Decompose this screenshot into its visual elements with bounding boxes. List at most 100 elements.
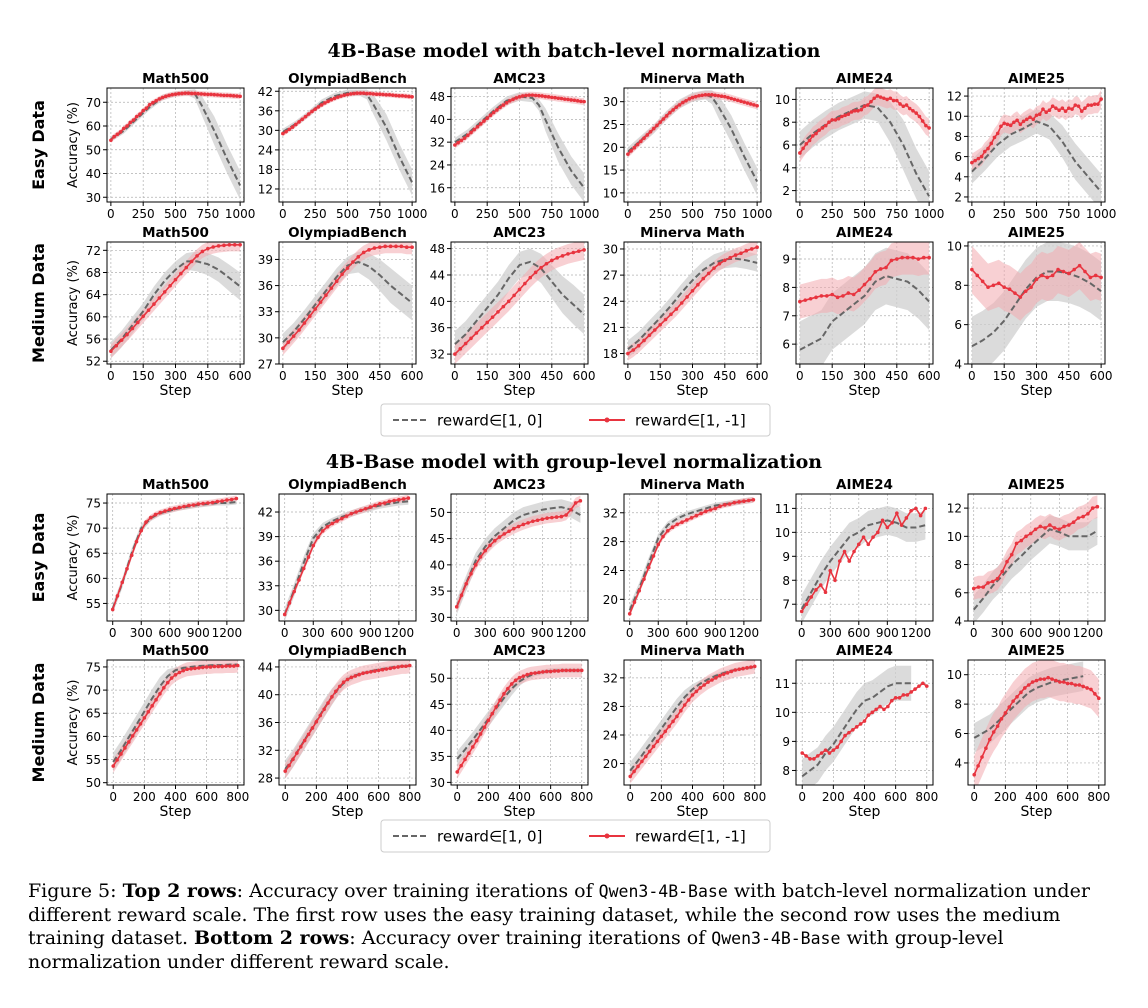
- data-point: [114, 343, 119, 348]
- data-point: [659, 734, 664, 739]
- panel-title: AIME24: [836, 643, 893, 659]
- data-point: [742, 499, 746, 504]
- data-point: [981, 585, 986, 589]
- series-line-baseline: [972, 528, 1098, 611]
- x-tick-label: 750: [540, 207, 563, 221]
- data-point: [866, 542, 871, 547]
- data-point: [755, 103, 759, 108]
- data-point: [685, 295, 689, 299]
- data-point: [917, 114, 922, 119]
- data-point: [924, 123, 928, 128]
- data-point: [674, 307, 679, 311]
- y-axis-label: Accuracy (%): [66, 102, 81, 188]
- x-tick-label: 800: [743, 790, 766, 804]
- x-tick-label: 300: [819, 626, 842, 640]
- data-point: [573, 501, 578, 505]
- data-point: [527, 93, 531, 97]
- data-point: [884, 265, 888, 270]
- data-point: [332, 96, 337, 101]
- data-point: [675, 714, 679, 719]
- panel-frame: [795, 87, 934, 203]
- x-tick-label: 150: [649, 369, 672, 383]
- data-point: [216, 244, 221, 248]
- data-point: [336, 95, 340, 99]
- legend-label-ours: reward∈[1, -1]: [635, 828, 746, 846]
- data-point: [885, 525, 890, 530]
- data-point: [1038, 524, 1043, 529]
- y-tick-label: 33: [258, 579, 273, 593]
- data-point: [141, 108, 145, 113]
- x-tick-label: 0: [279, 207, 287, 221]
- data-point: [373, 503, 377, 508]
- data-point: [319, 103, 324, 107]
- data-point: [663, 729, 668, 734]
- data-point: [341, 680, 346, 685]
- x-tick-label: 1200: [384, 626, 415, 640]
- data-point: [119, 752, 123, 756]
- section-1: 4B-Base model with group-level normaliza…: [29, 451, 1110, 853]
- data-point: [835, 295, 840, 300]
- data-point: [835, 745, 840, 750]
- data-point: [177, 670, 182, 675]
- panel-math500: Math500 0 250 500 750 1000 30 40 50 60 70: [86, 71, 256, 221]
- panel-frame: [795, 241, 934, 365]
- data-point: [130, 326, 135, 331]
- panel-aime25: AIME25 0 150 300 450 600 4 6 8 10 Step: [947, 225, 1113, 399]
- data-point: [555, 256, 559, 260]
- data-point: [842, 549, 847, 554]
- plot-area: [453, 91, 586, 202]
- x-tick-label: 800: [226, 790, 249, 804]
- data-point: [973, 158, 977, 163]
- panel-frame: [795, 659, 934, 786]
- data-point: [314, 720, 319, 724]
- section-title: 4B-Base model with batch-level normaliza…: [328, 40, 821, 62]
- data-point: [340, 272, 344, 277]
- data-point: [483, 548, 488, 553]
- y-tick-label: 30: [603, 242, 618, 256]
- data-point: [728, 255, 732, 260]
- y-tick-label: 36: [258, 716, 273, 730]
- y-tick-label: 32: [258, 744, 273, 758]
- data-point: [714, 676, 718, 680]
- data-point: [752, 664, 757, 669]
- data-point: [488, 543, 492, 548]
- plot-area: [626, 90, 759, 196]
- panel-frame: [450, 659, 589, 786]
- data-point: [363, 506, 368, 511]
- data-point: [467, 751, 471, 756]
- data-point: [525, 672, 530, 677]
- x-tick-label: 750: [368, 207, 391, 221]
- data-point: [204, 665, 209, 669]
- data-point: [713, 506, 718, 511]
- data-point: [1033, 527, 1038, 532]
- data-point: [154, 698, 158, 702]
- data-point: [404, 245, 409, 250]
- data-point: [579, 99, 583, 104]
- y-tick-label: 40: [430, 295, 445, 309]
- data-point: [392, 498, 396, 503]
- data-point: [533, 671, 537, 675]
- data-point: [368, 505, 373, 509]
- x-tick-label: 0: [796, 207, 804, 221]
- data-point: [970, 267, 974, 272]
- data-point: [677, 103, 682, 107]
- data-point: [410, 94, 414, 99]
- data-point: [1067, 106, 1071, 110]
- data-point: [1058, 680, 1062, 684]
- x-tick-label: 400: [1025, 790, 1048, 804]
- data-point: [110, 607, 115, 612]
- data-point: [663, 317, 668, 322]
- plot-area: [798, 242, 931, 364]
- data-point: [569, 507, 573, 512]
- data-point: [833, 578, 837, 583]
- data-point: [365, 91, 369, 96]
- data-point: [200, 249, 205, 254]
- data-point: [995, 576, 1000, 581]
- x-tick-label: 800: [570, 790, 593, 804]
- data-point: [1063, 109, 1068, 114]
- data-point: [647, 333, 652, 338]
- x-axis-label: Step: [1021, 383, 1053, 399]
- data-point: [983, 149, 987, 154]
- y-tick-label: 45: [430, 698, 445, 712]
